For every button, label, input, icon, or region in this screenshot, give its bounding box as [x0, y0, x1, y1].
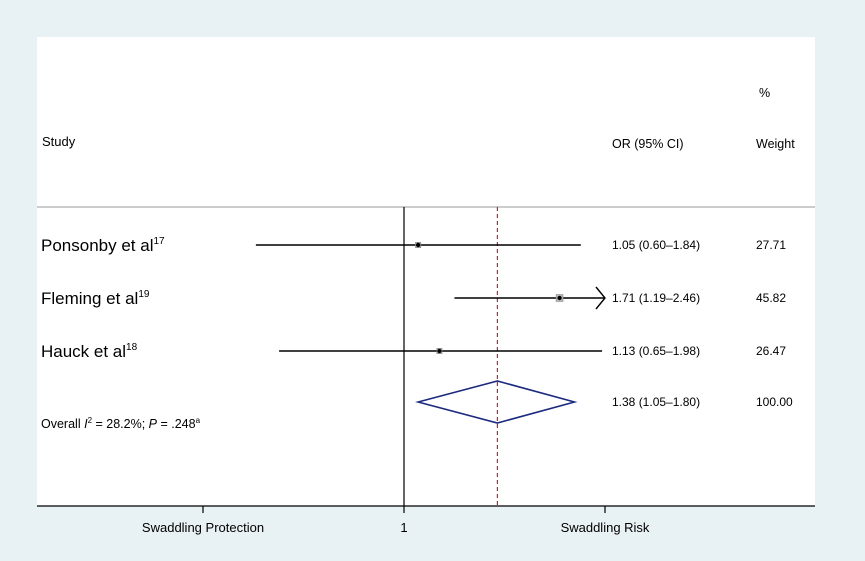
- study-name-text: Hauck et al: [41, 342, 126, 361]
- study-name: Hauck et al18: [41, 342, 138, 361]
- study-name-text: Fleming et al: [41, 289, 138, 308]
- study-name-text: Ponsonby et al: [41, 236, 153, 255]
- i-superscript: 2: [88, 416, 93, 425]
- study-weight: 26.47: [756, 344, 786, 358]
- overall-ci: 1.38 (1.05–1.80): [612, 395, 700, 409]
- overall-weight: 100.00: [756, 395, 793, 409]
- point-estimate: [415, 242, 421, 248]
- overall-label: Overall: [41, 417, 84, 431]
- study-header: Study: [42, 134, 76, 149]
- overall-diamond: [415, 380, 578, 424]
- weight-header: Weight: [756, 137, 795, 151]
- study-rows: Ponsonby et al17 1.05 (0.60–1.84) 27.71 Fle…: [41, 236, 786, 361]
- i-value: = 28.2%;: [92, 417, 149, 431]
- p-value: = .248: [157, 417, 196, 431]
- plot-area: [37, 37, 815, 506]
- i-symbol: I: [84, 417, 88, 431]
- point-estimate: [557, 295, 562, 301]
- p-superscript: a: [196, 416, 201, 425]
- study-row: Ponsonby et al17 1.05 (0.60–1.84) 27.71: [41, 236, 786, 255]
- study-ci: 1.71 (1.19–2.46): [612, 291, 700, 305]
- study-ci: 1.05 (0.60–1.84): [612, 238, 700, 252]
- point-estimate: [437, 348, 442, 354]
- study-name: Ponsonby et al17: [41, 236, 165, 255]
- study-row: Fleming et al19 1.71 (1.19–2.46) 45.82: [41, 286, 786, 310]
- study-row: Hauck et al18 1.13 (0.65–1.98) 26.47: [41, 342, 786, 361]
- study-weight: 27.71: [756, 238, 786, 252]
- p-symbol: P: [149, 417, 158, 431]
- study-reference: 19: [138, 289, 150, 300]
- study-reference: 17: [153, 236, 165, 247]
- ci-arrow: [595, 286, 606, 310]
- weight-header-percent: %: [759, 86, 770, 100]
- study-weight: 45.82: [756, 291, 786, 305]
- study-name: Fleming et al19: [41, 289, 150, 308]
- x-tick-label: Swaddling Protection: [142, 520, 264, 535]
- ci-header: OR (95% CI): [612, 137, 684, 151]
- overall-heterogeneity: Overall I2 = 28.2%; P = .248a: [41, 416, 201, 431]
- study-reference: 18: [126, 342, 138, 353]
- study-ci: 1.13 (0.65–1.98): [612, 344, 700, 358]
- x-tick-label: 1: [400, 520, 407, 535]
- x-axis-ticks: Swaddling Protection 1 Swaddling Risk: [142, 506, 650, 535]
- x-tick-label: Swaddling Risk: [561, 520, 650, 535]
